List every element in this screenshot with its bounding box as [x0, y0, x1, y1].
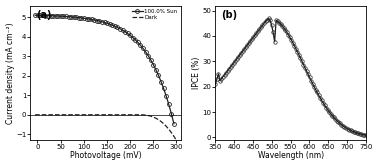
Line: Dark: Dark [35, 115, 176, 140]
Y-axis label: IPCE (%): IPCE (%) [192, 57, 201, 89]
100.0% Sun [156, 74, 161, 76]
100.0% Sun [66, 16, 71, 18]
100.0% Sun [59, 15, 63, 17]
Text: (b): (b) [222, 10, 237, 20]
100.0% Sun [33, 14, 37, 16]
Dark [152, 116, 156, 118]
Dark [76, 114, 81, 116]
100.0% Sun [84, 18, 89, 20]
Dark [153, 117, 158, 119]
Dark [70, 114, 74, 116]
Text: (a): (a) [37, 10, 52, 20]
Line: 100.0% Sun: 100.0% Sun [33, 13, 176, 126]
Dark [33, 114, 37, 116]
X-axis label: Wavelength (nm): Wavelength (nm) [257, 151, 324, 161]
Dark [174, 139, 178, 141]
Dark [65, 114, 70, 116]
100.0% Sun [169, 113, 174, 115]
Dark [110, 114, 115, 116]
Legend: 100.0% Sun, Dark: 100.0% Sun, Dark [131, 8, 178, 21]
Y-axis label: Current density (mA cm⁻²): Current density (mA cm⁻²) [6, 22, 15, 124]
100.0% Sun [172, 123, 176, 125]
100.0% Sun [48, 15, 53, 17]
X-axis label: Photovoltage (mV): Photovoltage (mV) [70, 151, 141, 161]
